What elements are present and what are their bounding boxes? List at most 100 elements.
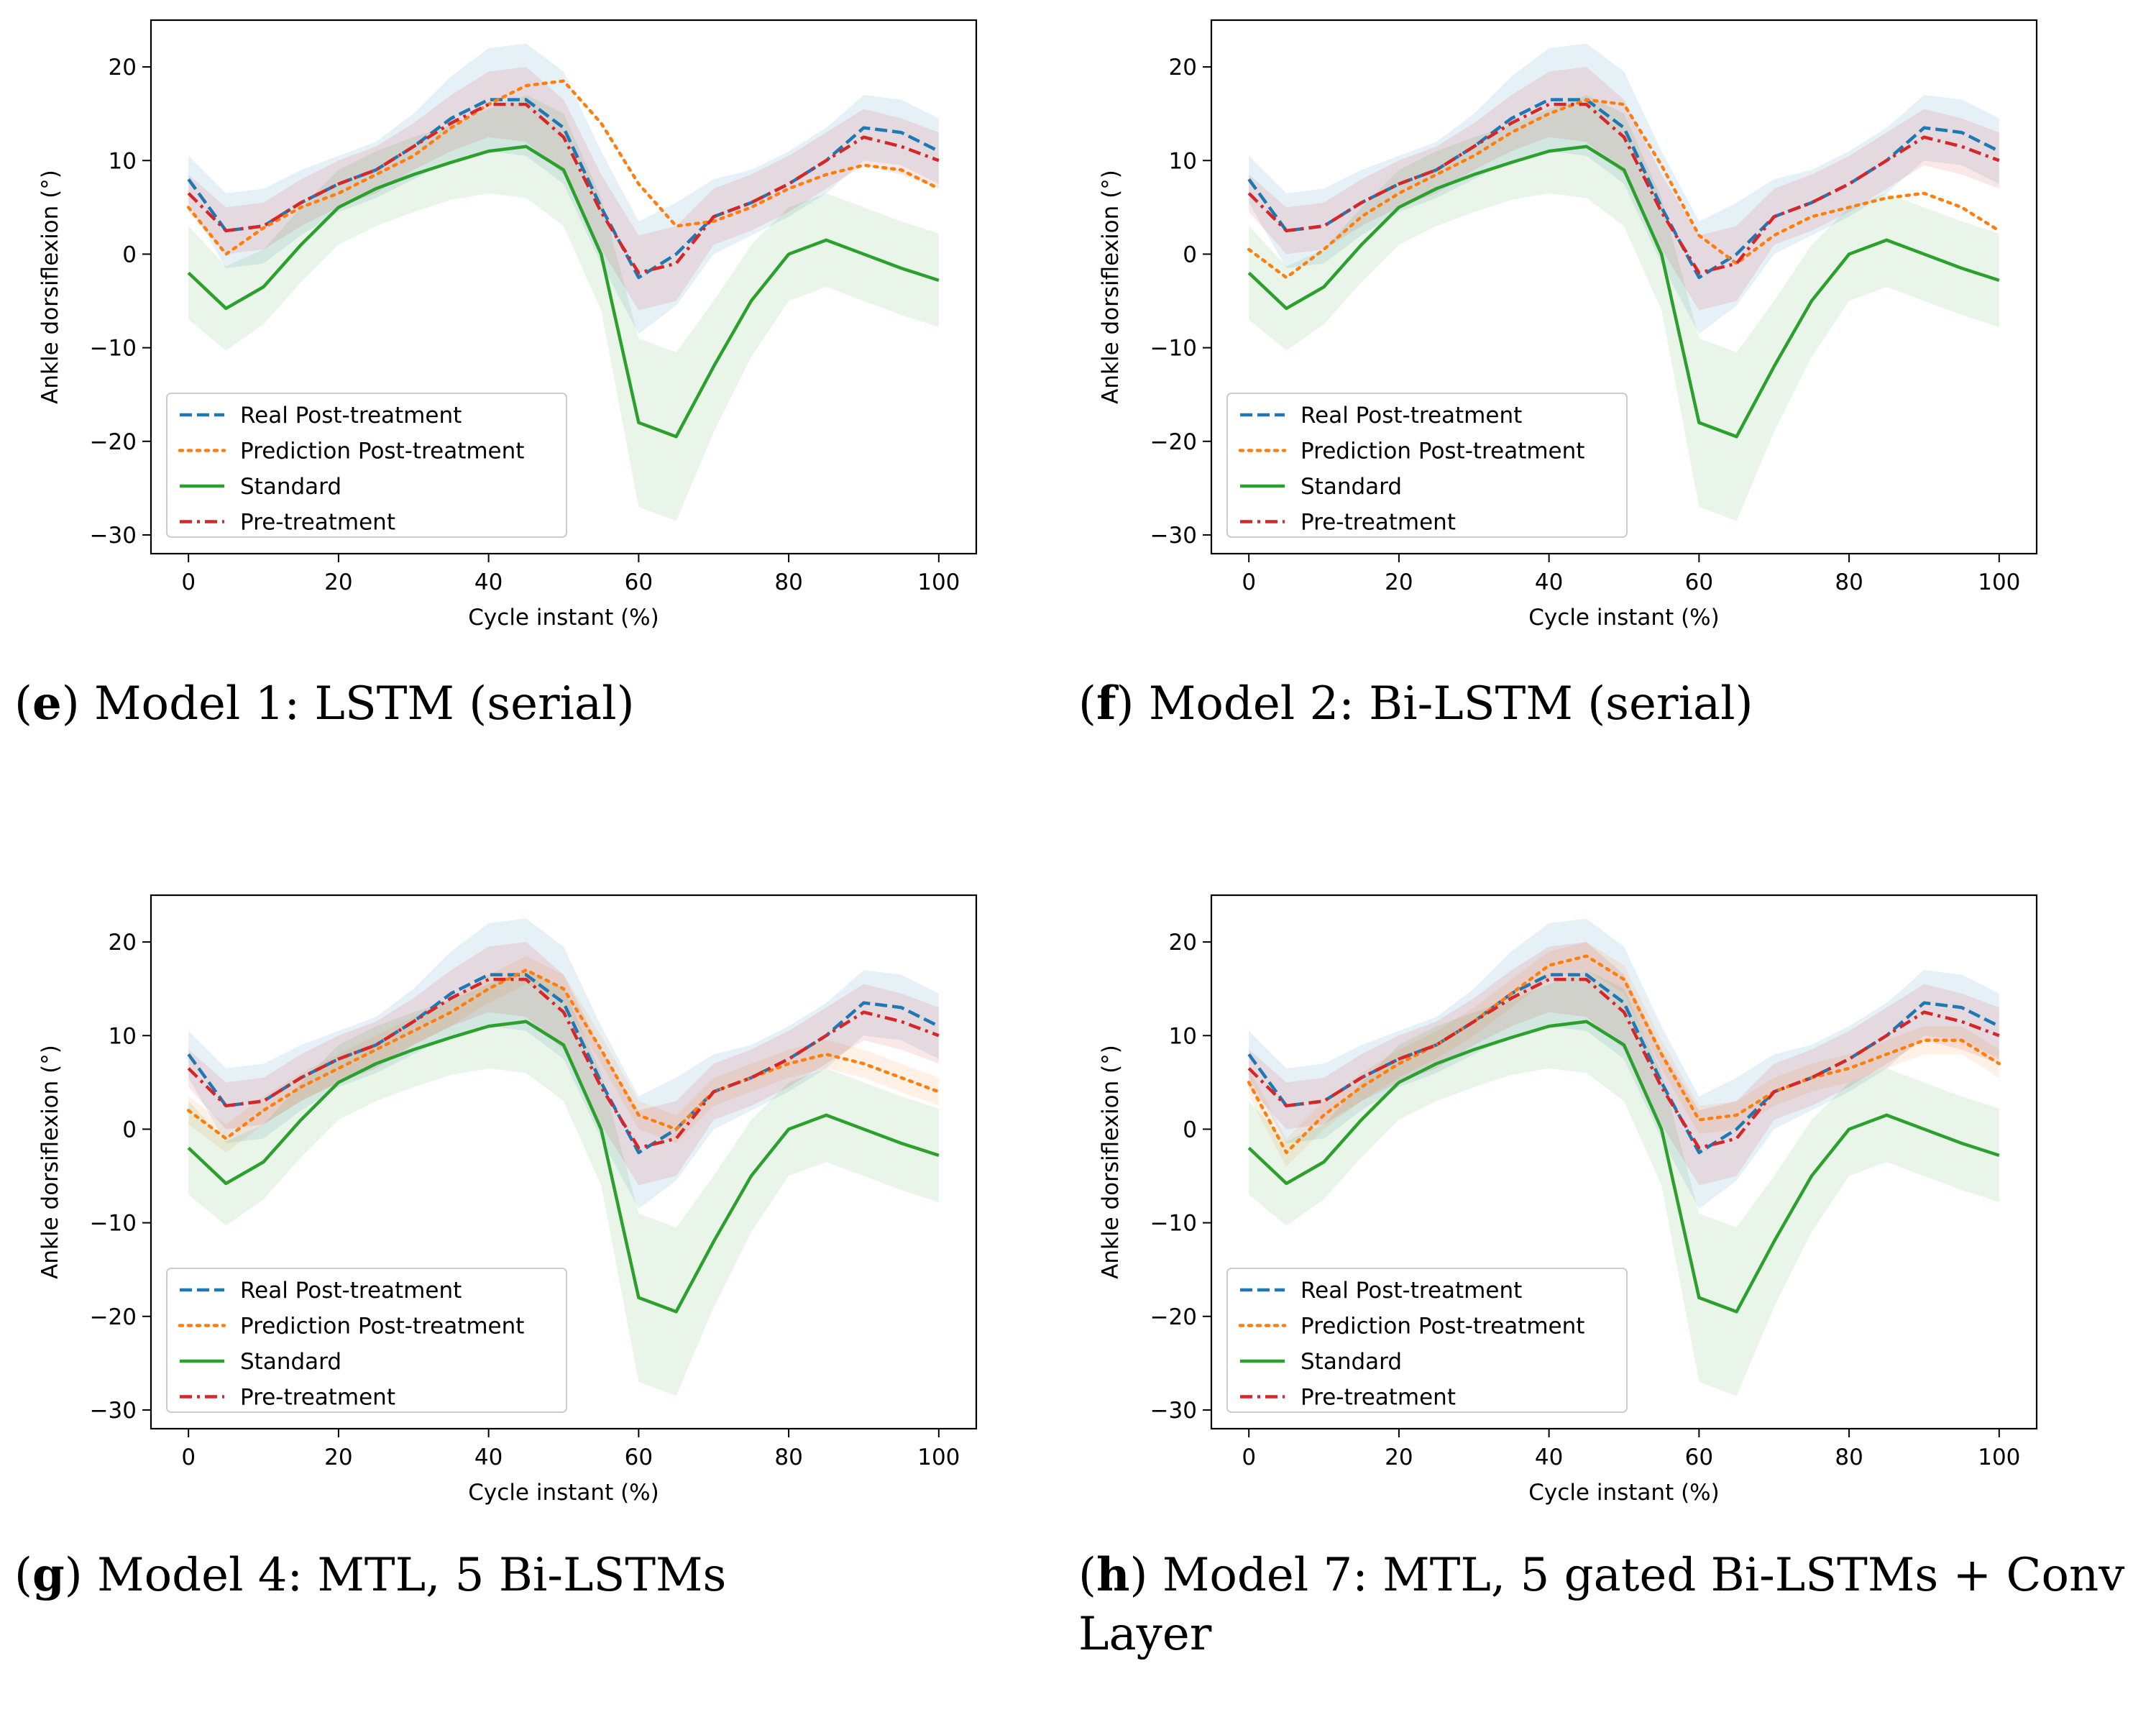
axes-frame [1210, 894, 2038, 1430]
legend-label: Real Post-treatment [240, 403, 462, 429]
caption-h: (h) Model 7: MTL, 5 gated Bi-LSTMs + Con… [1078, 1548, 2125, 1661]
series-line-dashdot [1247, 102, 2000, 275]
chart-panel-e: 0 20 40 60 80 100 −30 −20 −10 0 10 20 Cycle instant … [37, 19, 978, 631]
legend-box [1226, 1268, 1628, 1413]
legend-label: Prediction Post-treatment [240, 439, 524, 464]
caption-f: (f) Model 2: Bi-LSTM (serial) [1078, 677, 1753, 731]
band-dotted [188, 956, 939, 1153]
x-tick-label: 100 [1978, 1445, 2020, 1470]
legend-label: Pre-treatment [240, 1385, 395, 1411]
x-axis-label: Cycle instant (%) [468, 1480, 659, 1506]
y-tick-label: −30 [1150, 523, 1197, 549]
series-line-solid [187, 1020, 940, 1314]
caption-e: (e) Model 1: LSTM (serial) [14, 677, 635, 731]
x-axis-label: Cycle instant (%) [468, 605, 659, 631]
legend-label: Real Post-treatment [1301, 403, 1522, 429]
y-tick-label: −30 [90, 1398, 137, 1424]
band-solid [188, 970, 939, 1396]
x-tick-label: 20 [324, 1445, 352, 1470]
series-line-dotted [186, 79, 941, 256]
legend-box [166, 1268, 567, 1413]
legend-label: Prediction Post-treatment [240, 1314, 524, 1340]
band-dashed [188, 43, 939, 334]
x-axis-label: Cycle instant (%) [1528, 605, 1719, 631]
legend-box [166, 393, 567, 538]
series-line-solid [1247, 1020, 2000, 1314]
legend-label: Pre-treatment [1301, 1385, 1456, 1411]
y-tick-label: 0 [1183, 242, 1197, 267]
axes-frame [150, 894, 978, 1430]
legend-label: Standard [1301, 1349, 1402, 1375]
y-tick-label: −20 [1150, 1304, 1197, 1330]
y-tick-label: 10 [109, 148, 137, 174]
series-line-dashdot [1247, 977, 2000, 1150]
x-tick-label: 20 [1385, 1445, 1413, 1470]
legend-label: Pre-treatment [240, 510, 395, 536]
band-dashdot [1249, 67, 1999, 311]
x-tick-label: 80 [774, 1445, 802, 1470]
y-tick-label: 20 [1169, 930, 1197, 956]
x-tick-label: 100 [917, 569, 960, 595]
caption-h-letter: h [1096, 1548, 1130, 1602]
plot-area [186, 918, 941, 1396]
x-tick-label: 80 [1835, 1445, 1863, 1470]
legend-label: Prediction Post-treatment [1301, 439, 1584, 464]
caption-e-letter: e [32, 677, 62, 731]
caption-h-text: ) Model 7: MTL, 5 gated Bi-LSTMs + Conv … [1078, 1549, 2125, 1661]
plot-area [1247, 918, 2001, 1396]
x-tick-label: 40 [1535, 569, 1563, 595]
legend-label: Real Post-treatment [1301, 1278, 1522, 1304]
chart-panel-g: 0 20 40 60 80 100 −30 −20 −10 0 10 20 Cycle instant … [37, 894, 978, 1506]
legend-label: Pre-treatment [1301, 510, 1456, 536]
x-tick-label: 40 [1535, 1445, 1563, 1470]
y-tick-label: −30 [90, 523, 137, 549]
legend-label: Real Post-treatment [240, 1278, 462, 1304]
y-tick-label: 0 [1183, 1117, 1197, 1143]
chart-panel-h: 0 20 40 60 80 100 −30 −20 −10 0 10 20 Cycle instant … [1098, 894, 2038, 1506]
band-solid [188, 95, 939, 521]
y-tick-label: −20 [1150, 429, 1197, 455]
band-solid [1249, 970, 1999, 1396]
x-tick-label: 40 [474, 569, 503, 595]
y-axis-label: Ankle dorsiflexion (°) [1098, 170, 1124, 404]
axes-frame [1210, 19, 2038, 555]
y-tick-label: 10 [1169, 1023, 1197, 1049]
x-tick-label: 100 [1978, 569, 2020, 595]
legend: Real Post-treatment Prediction Post-treat… [166, 1268, 567, 1413]
legend-label: Standard [1301, 474, 1402, 500]
x-tick-label: 60 [1685, 1445, 1713, 1470]
series-line-dotted [1247, 98, 2001, 280]
band-solid [1249, 95, 1999, 521]
legend-label: Standard [240, 1349, 341, 1375]
legend: Real Post-treatment Prediction Post-treat… [1226, 1268, 1628, 1413]
caption-f-letter: f [1096, 677, 1116, 731]
y-tick-label: 0 [122, 1117, 137, 1143]
x-tick-label: 0 [181, 569, 196, 595]
legend: Real Post-treatment Prediction Post-treat… [1226, 393, 1628, 538]
caption-f-text: ) Model 2: Bi-LSTM (serial) [1116, 677, 1753, 731]
series-line-solid [1247, 145, 2000, 439]
axes-frame [150, 19, 978, 555]
x-tick-label: 20 [1385, 569, 1413, 595]
y-tick-label: 20 [109, 55, 137, 81]
band-dashed [1249, 43, 1999, 334]
y-axis-label: Ankle dorsiflexion (°) [37, 1045, 63, 1279]
y-tick-label: −20 [90, 429, 137, 455]
x-tick-label: 80 [774, 569, 802, 595]
band-dashdot [188, 67, 939, 311]
y-tick-label: −20 [90, 1304, 137, 1330]
y-tick-label: 0 [122, 242, 137, 267]
plot-area [1247, 43, 2001, 521]
series-line-dashdot [187, 102, 940, 275]
legend-label: Standard [240, 474, 341, 500]
x-axis-label: Cycle instant (%) [1528, 1480, 1719, 1506]
y-axis-label: Ankle dorsiflexion (°) [37, 170, 63, 404]
y-tick-label: −10 [90, 336, 137, 362]
y-tick-label: 20 [1169, 55, 1197, 81]
x-tick-label: 80 [1835, 569, 1863, 595]
legend-box [1226, 393, 1628, 538]
series-line-dotted [1247, 954, 2001, 1155]
x-tick-label: 20 [324, 569, 352, 595]
